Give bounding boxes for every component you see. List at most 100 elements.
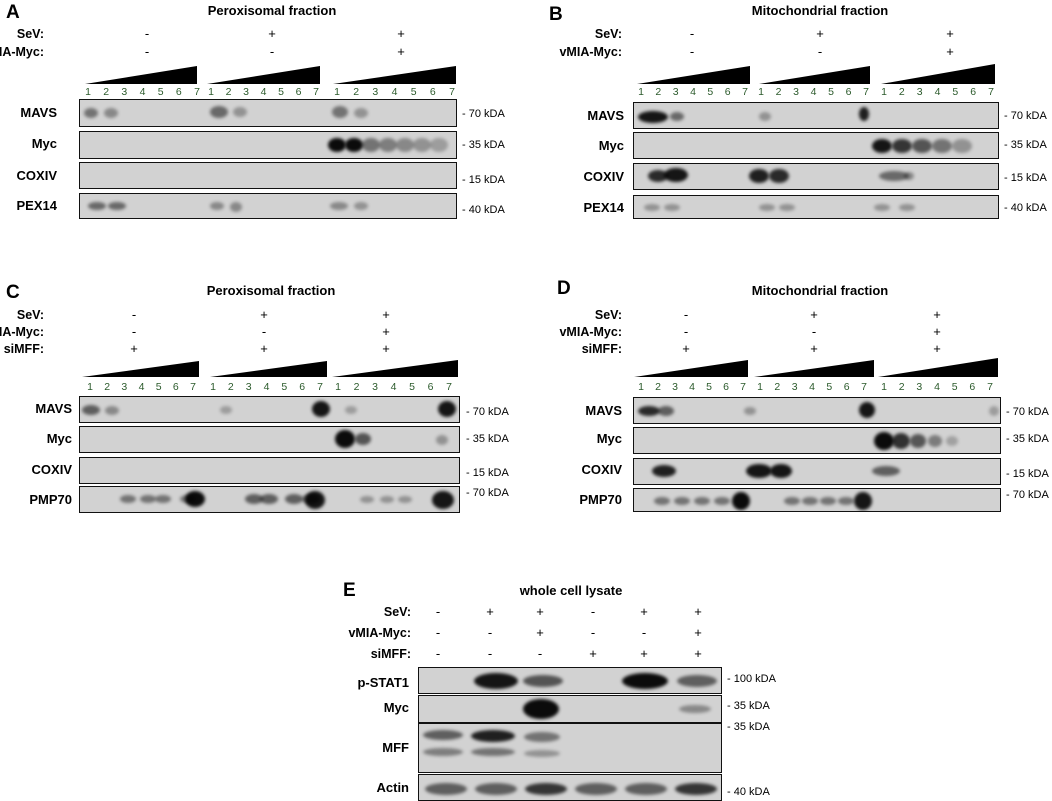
- lane-number: 1: [638, 381, 644, 393]
- lane-number: 3: [916, 381, 923, 393]
- lane-number: 3: [372, 381, 378, 393]
- blot-band: [220, 406, 232, 414]
- kda-marker: - 15 kDA: [466, 467, 509, 479]
- condition-sign: +: [694, 604, 702, 619]
- panel-letter-a: A: [6, 2, 20, 23]
- blot-band: [904, 172, 914, 180]
- lane-number: 6: [175, 86, 182, 98]
- condition-label-sev: SeV:: [594, 308, 622, 322]
- blot-band: [104, 108, 118, 118]
- blot-band: [770, 464, 792, 478]
- lane-number: 1: [758, 86, 764, 98]
- blot-band: [872, 139, 892, 153]
- gradient-wedge: [210, 361, 327, 377]
- lane-number: 3: [372, 86, 379, 98]
- lane-number: 4: [391, 86, 398, 98]
- blot-band: [425, 783, 467, 795]
- condition-sign: +: [816, 26, 824, 41]
- lane-number: 2: [227, 381, 234, 393]
- gradient-wedge: [332, 360, 458, 377]
- panel-letter-e: E: [343, 580, 356, 601]
- blot-label-myc: Myc: [46, 431, 72, 446]
- kda-marker: - 70 kDA: [1006, 489, 1049, 501]
- lane-number: 7: [194, 86, 200, 98]
- blot-strip-pex14: [633, 195, 999, 219]
- lane-number: 6: [843, 381, 850, 393]
- condition-sign: -: [590, 625, 596, 640]
- lane-number: 2: [655, 86, 662, 98]
- lane-number: 3: [245, 381, 252, 393]
- kda-marker: - 15 kDA: [1006, 468, 1049, 480]
- condition-sign: -: [144, 26, 150, 41]
- condition-label-vmia-myc: vMIA-Myc:: [0, 45, 44, 59]
- gradient-wedge: [759, 66, 870, 84]
- blot-band: [654, 497, 670, 505]
- lane-number: 2: [898, 86, 905, 98]
- blot-label-coxiv: COXIV: [581, 462, 622, 477]
- lane-number: 4: [810, 86, 817, 98]
- blot-band: [874, 204, 890, 211]
- lane-number: 3: [791, 381, 798, 393]
- blot-band: [638, 111, 668, 123]
- blot-band: [899, 204, 915, 211]
- condition-sign: +: [694, 625, 702, 640]
- blot-band: [523, 699, 559, 719]
- blot-band: [732, 492, 750, 510]
- lane-number: 4: [689, 381, 695, 393]
- lane-number: 7: [863, 86, 869, 98]
- condition-sign: -: [683, 307, 689, 322]
- blot-band: [436, 435, 448, 445]
- blot-band: [355, 433, 371, 445]
- blot-band: [946, 436, 958, 446]
- kda-marker: - 70 kDA: [466, 487, 509, 499]
- condition-sign: +: [397, 44, 405, 59]
- blot-band: [779, 204, 795, 211]
- blot-band: [670, 112, 684, 121]
- blot-band: [679, 705, 711, 713]
- lane-number: 4: [260, 86, 267, 98]
- lane-number: 3: [793, 86, 799, 98]
- blot-strip-p-stat1: [418, 667, 722, 694]
- condition-sign: -: [817, 44, 823, 59]
- lane-number: 5: [826, 381, 833, 393]
- blot-band: [664, 168, 688, 182]
- blot-band: [285, 494, 303, 504]
- panel-a-title: Peroxisomal fraction: [207, 3, 337, 18]
- blot-band: [245, 494, 263, 504]
- condition-label-sev: SeV:: [16, 308, 44, 322]
- blot-label-pex14: PEX14: [583, 200, 624, 215]
- lane-number: 1: [210, 381, 216, 393]
- lane-number: 4: [934, 86, 941, 98]
- blot-band: [874, 432, 894, 450]
- lane-number: 3: [243, 86, 249, 98]
- kda-marker: - 40 kDA: [727, 786, 770, 798]
- blot-strip-pmp70: [633, 488, 1001, 512]
- blot-label-mavs: MAVS: [585, 403, 622, 418]
- blot-band: [88, 202, 106, 210]
- blot-band: [746, 464, 772, 478]
- blot-band: [335, 430, 355, 448]
- kda-marker: - 35 kDA: [727, 721, 770, 733]
- blot-band: [438, 401, 456, 417]
- blot-strip-myc: [633, 132, 999, 159]
- blot-band: [575, 783, 617, 795]
- blot-band: [413, 138, 431, 152]
- lane-number: 2: [774, 381, 781, 393]
- blot-band: [362, 138, 380, 152]
- blot-band: [230, 202, 242, 212]
- blot-band: [108, 202, 126, 210]
- condition-sign: +: [536, 604, 544, 619]
- blot-band: [658, 406, 674, 416]
- blot-band: [744, 407, 756, 415]
- lane-number: 3: [672, 381, 678, 393]
- blot-band: [354, 108, 368, 118]
- lane-number: 7: [449, 86, 455, 98]
- lane-number: 4: [934, 381, 940, 393]
- lane-number: 3: [121, 86, 128, 98]
- panel-e-title: whole cell lysate: [519, 583, 623, 598]
- condition-sign: +: [946, 44, 954, 59]
- lane-number: 5: [410, 86, 417, 98]
- blot-band: [859, 402, 875, 418]
- blot-band: [82, 405, 100, 415]
- blot-band: [210, 202, 224, 210]
